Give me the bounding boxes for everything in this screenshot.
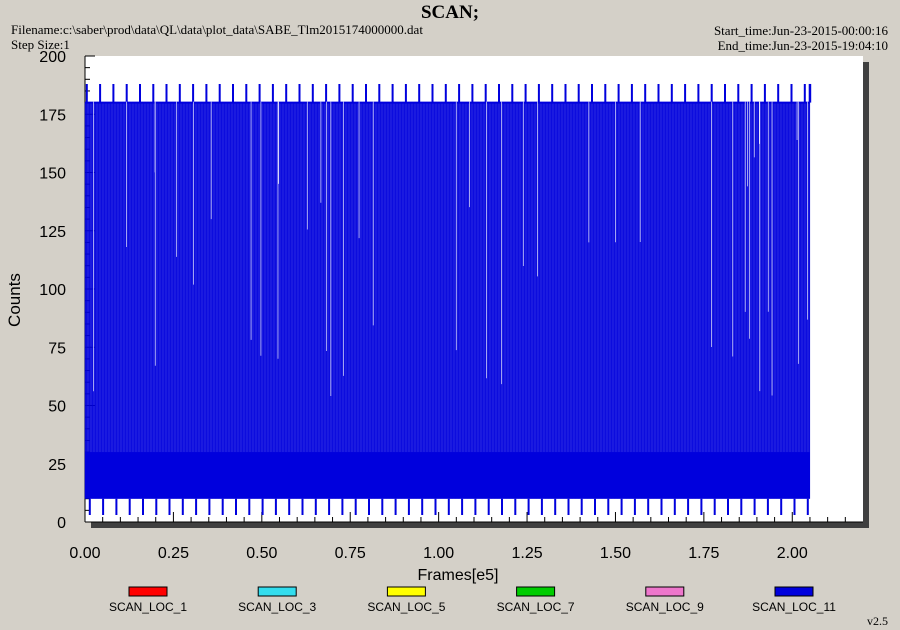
y-tick-label: 50 [48,399,66,416]
series-peaks [85,84,806,103]
series-layer [84,83,812,515]
legend-label-scan-loc-7: SCAN_LOC_7 [497,600,575,614]
legend-swatch-scan-loc-1 [128,586,168,597]
x-tick-label: 0.00 [69,545,100,562]
version-label: v2.5 [867,614,888,628]
x-axis: 0.00 0.25 0.50 0.75 1.00 1.25 1.50 1.75 2.00 [69,512,863,562]
x-tick-label: 2.00 [777,545,808,562]
legend-swatch-scan-loc-9 [645,586,685,597]
legend-swatch-scan-loc-11 [774,586,814,597]
legend-label-scan-loc-5: SCAN_LOC_5 [367,600,445,614]
legend-label-scan-loc-9: SCAN_LOC_9 [626,600,704,614]
legend-label-scan-loc-11: SCAN_LOC_11 [752,600,836,614]
y-tick-label: 100 [39,282,66,299]
series-troughs [88,498,809,515]
x-tick-label: 0.50 [246,545,277,562]
y-tick-label: 150 [39,166,66,183]
x-tick-label: 1.25 [511,545,542,562]
x-tick-label: 1.75 [688,545,719,562]
step-size-label: Step Size:1 [11,37,70,52]
legend-label-scan-loc-3: SCAN_LOC_3 [238,600,316,614]
end-time-label: End_time:Jun-23-2015-19:04:10 [717,38,888,53]
series-scan-loc-11 [84,83,812,515]
legend: SCAN_LOC_1 SCAN_LOC_3 SCAN_LOC_5 SCAN_LOC_7… [109,586,836,614]
filename-label: Filename:c:\saber\prod\data\QL\data\plot… [11,22,423,37]
x-tick-label: 1.50 [600,545,631,562]
x-axis-label: Frames[e5] [418,567,499,584]
y-tick-label: 200 [39,49,66,66]
y-tick-label: 75 [48,340,66,357]
start-time-label: Start_time:Jun-23-2015-00:00:16 [713,23,888,38]
x-tick-label: 0.25 [158,545,189,562]
chart-title: SCAN; [420,2,480,23]
legend-swatch-scan-loc-5 [386,586,426,597]
y-tick-label: 25 [48,457,66,474]
y-tick-label: 0 [57,515,66,532]
legend-swatch-scan-loc-3 [257,586,297,597]
y-tick-label: 125 [39,224,66,241]
y-tick-label: 175 [39,107,66,124]
legend-label-scan-loc-1: SCAN_LOC_1 [109,600,187,614]
y-axis-label: Counts [5,273,24,327]
x-tick-label: 1.00 [423,545,454,562]
legend-swatch-scan-loc-7 [516,586,556,597]
x-tick-label: 0.75 [335,545,366,562]
